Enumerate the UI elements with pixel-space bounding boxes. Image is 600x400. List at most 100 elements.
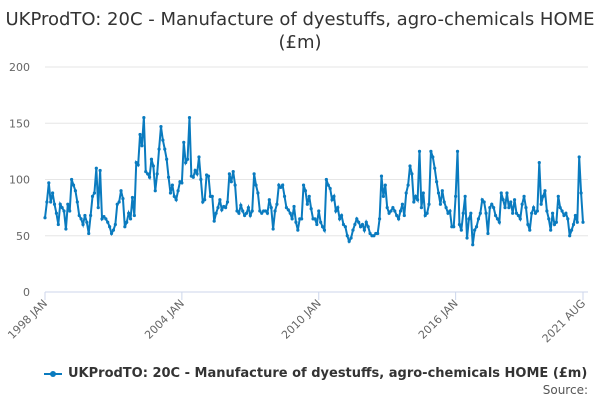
data-point bbox=[70, 177, 74, 182]
data-point bbox=[566, 217, 570, 221]
data-point bbox=[347, 239, 351, 243]
data-point bbox=[75, 200, 79, 204]
data-point bbox=[292, 204, 296, 209]
data-point bbox=[176, 189, 180, 193]
data-point bbox=[545, 209, 549, 213]
data-point bbox=[343, 225, 347, 229]
data-point bbox=[547, 217, 551, 221]
data-point bbox=[144, 170, 148, 174]
data-point bbox=[68, 209, 72, 213]
data-point bbox=[79, 217, 83, 221]
data-point bbox=[168, 191, 173, 195]
data-point bbox=[560, 209, 564, 213]
data-point bbox=[90, 194, 95, 198]
data-point bbox=[92, 191, 97, 195]
data-point bbox=[387, 211, 391, 215]
data-point bbox=[381, 194, 385, 198]
data-point bbox=[273, 209, 277, 213]
data-point bbox=[294, 220, 298, 224]
data-point bbox=[109, 231, 114, 236]
data-point bbox=[358, 225, 363, 229]
data-point bbox=[336, 206, 340, 210]
data-point bbox=[569, 228, 574, 232]
data-point bbox=[263, 209, 268, 213]
data-point bbox=[486, 231, 490, 236]
data-point bbox=[282, 194, 287, 198]
data-point bbox=[305, 202, 309, 206]
data-point bbox=[376, 231, 380, 236]
x-tick-label: 1998 JAN bbox=[5, 297, 50, 342]
data-point bbox=[138, 132, 142, 137]
data-point bbox=[229, 180, 233, 184]
data-point bbox=[56, 222, 60, 227]
data-point bbox=[391, 206, 395, 210]
data-point bbox=[210, 194, 214, 198]
data-point bbox=[488, 206, 492, 210]
data-point bbox=[577, 155, 581, 159]
data-point bbox=[277, 183, 281, 187]
data-point bbox=[539, 202, 543, 206]
data-point bbox=[161, 138, 165, 142]
data-point bbox=[106, 220, 110, 224]
data-point bbox=[531, 206, 536, 210]
data-point bbox=[165, 157, 169, 161]
data-point bbox=[309, 207, 313, 211]
data-point bbox=[338, 217, 342, 221]
data-point bbox=[260, 211, 264, 215]
data-point bbox=[193, 168, 197, 173]
data-point bbox=[119, 189, 123, 193]
data-point bbox=[435, 180, 439, 184]
data-point bbox=[203, 198, 207, 202]
data-point bbox=[60, 206, 64, 210]
data-point bbox=[212, 219, 216, 223]
data-point bbox=[244, 211, 249, 215]
data-point bbox=[400, 202, 404, 206]
data-point bbox=[425, 211, 429, 215]
data-point bbox=[530, 211, 534, 215]
data-point bbox=[410, 172, 414, 176]
y-tick-label: 200 bbox=[9, 61, 30, 74]
chart-title: UKProdTO: 20C - Manufacture of dyestuffs… bbox=[5, 9, 595, 53]
data-point bbox=[98, 168, 102, 173]
data-point bbox=[579, 191, 583, 195]
data-point bbox=[417, 149, 422, 153]
data-point bbox=[526, 222, 530, 227]
x-tick-label: 2010 JAN bbox=[279, 297, 324, 342]
data-point bbox=[142, 116, 146, 120]
data-point bbox=[89, 213, 93, 218]
data-point bbox=[334, 209, 338, 213]
data-point bbox=[461, 211, 465, 215]
data-point bbox=[505, 191, 509, 195]
data-point bbox=[115, 202, 119, 206]
data-point bbox=[383, 183, 387, 187]
data-point bbox=[155, 172, 159, 176]
data-point bbox=[490, 202, 494, 206]
data-point bbox=[284, 206, 289, 210]
data-point bbox=[151, 164, 155, 168]
data-point bbox=[322, 228, 327, 232]
data-point bbox=[457, 222, 462, 227]
y-tick-label: 50 bbox=[16, 230, 30, 243]
data-point bbox=[96, 206, 100, 210]
data-point bbox=[227, 172, 232, 176]
data-point bbox=[522, 194, 526, 198]
data-point bbox=[355, 217, 359, 221]
data-point bbox=[495, 217, 500, 221]
data-point bbox=[49, 200, 53, 204]
data-point bbox=[174, 198, 178, 202]
data-point bbox=[448, 209, 452, 213]
data-point bbox=[290, 217, 294, 221]
data-point bbox=[372, 234, 376, 238]
data-point bbox=[459, 228, 463, 232]
data-point bbox=[499, 191, 503, 195]
data-point bbox=[206, 174, 211, 178]
data-point bbox=[281, 183, 285, 187]
data-point bbox=[568, 234, 572, 238]
legend-item[interactable]: UKProdTO: 20C - Manufacture of dyestuffs… bbox=[44, 366, 587, 381]
data-point bbox=[427, 202, 431, 206]
data-point bbox=[345, 234, 349, 238]
data-point bbox=[332, 194, 336, 198]
data-point bbox=[64, 227, 68, 231]
data-point bbox=[364, 220, 368, 224]
data-point bbox=[330, 198, 334, 202]
